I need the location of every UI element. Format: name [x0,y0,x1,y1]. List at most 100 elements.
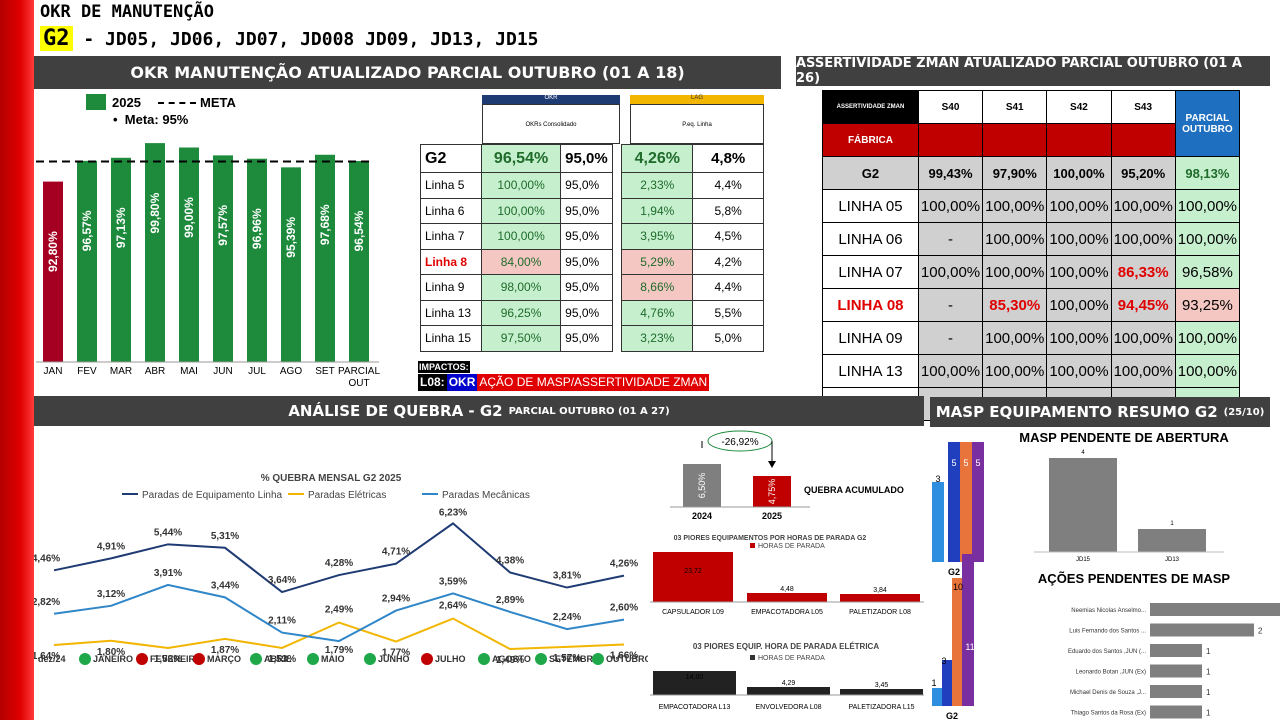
okr-gap [611,274,623,300]
point-label: 5,44% [154,527,182,538]
point-label: 1,66% [610,651,638,662]
okr-gap [611,172,623,198]
zman-col-s41: S41 [982,90,1048,124]
stack2-label: 11 [965,642,974,652]
zman-fabrica: FÁBRICA [822,123,919,157]
okr-cell-okr: 97,50% [480,325,562,352]
page-subtitle: G2 - JD05, JD06, JD07, JD008 JD09, JD13,… [40,26,539,51]
acumulado-bar-label: 6,50% [697,473,707,499]
point-label: 2,94% [382,594,410,605]
okr-bar-label: 96,57% [80,210,94,251]
zman-col-s40: S40 [917,90,984,124]
point-label: 2,64% [439,601,467,612]
legend-label: Paradas Mecânicas [442,490,530,501]
stack1-label: 5 [975,458,980,468]
zman-parcial-cell: 96,58% [1174,255,1241,289]
okr-cell-name: Linha 6 [420,197,482,224]
pendente-title: MASP PENDENTE DE ABERTURA [1019,430,1229,445]
okr-cell-lag: 1,94% [621,197,694,224]
okr-gap [611,198,623,224]
zman-row: LINHA 05 100,00% 100,00% 100,00% 100,00% 100,… [822,189,1241,223]
zman-cell: 100,00% [1110,321,1176,355]
zman-row-label: LINHA 09 [822,321,919,355]
zman-cell: 100,00% [1046,288,1112,322]
okr-bar-label: 96,54% [352,210,366,251]
month-label: AGOSTO [492,654,531,664]
point-label: 4,71% [382,547,410,558]
piores-bar-label: 4,48 [780,586,794,593]
pendente-bar [1049,458,1117,552]
okr-cell-meta: 95,0% [560,144,613,173]
point-label: 4,26% [610,559,638,570]
zman-cell: 100,00% [917,354,984,388]
zman-row: LINHA 07 100,00% 100,00% 100,00% 86,33% 96,58… [822,255,1241,289]
delta-arrow-head [768,461,776,468]
legend-meta-line [158,102,196,104]
okr-cell-name: Linha 15 [420,325,482,352]
okr-cell-meta: 95,0% [560,325,613,352]
okr-bar-label: 97,68% [318,204,332,245]
okr-bar-label: 99,80% [148,192,162,233]
masp-header-small: (25/10) [1223,406,1265,418]
page-title: OKR DE MANUTENÇÃO [40,2,214,22]
point-label: 3,91% [154,568,182,579]
eletrica-bar-label: 3,45 [875,682,889,689]
point-label: 1,57% [553,653,581,664]
month-label: JULHO [435,654,466,664]
stack2-axis-label: G2 [946,711,958,720]
okr-cell-lag: 4,76% [621,299,694,326]
eletrica-legend-swatch [750,655,755,660]
okr-cell-name: Linha 8 [420,248,482,275]
okr-row: Linha 7 100,00% 95,0% 3,95% 4,5% [420,223,764,250]
zman-cell: 100,00% [1110,189,1176,223]
legend-label: Paradas Elétricas [308,490,386,501]
stack1-label: 5 [963,458,968,468]
okr-bar [213,155,233,362]
okr-row: Linha 13 96,25% 95,0% 4,76% 5,5% [420,299,764,326]
eletrica-category: PALETIZADORA L15 [848,704,914,711]
eletrica-bar [653,671,736,695]
pendente-bar [1138,529,1206,552]
acumulado-bar-label: 4,75% [767,479,777,505]
lines-list: - JD05, JD06, JD07, JD008 JD09, JD13, JD… [72,29,539,50]
pendente-category: JD15 [1076,557,1091,563]
acoes-title: AÇÕES PENDENTES DE MASP [1038,571,1230,586]
month-status-dot [478,653,490,665]
zman-cell: 100,00% [1110,222,1176,256]
piores-legend: HORAS DE PARADA [758,543,825,550]
zman-parcial-cell: 100,00% [1174,189,1241,223]
okr-cell-meta: 95,0% [560,248,613,275]
okr-bar [145,143,165,362]
okr-gap [611,300,623,326]
point-label: 1,53% [268,654,296,665]
okr-bar-label: 95,39% [284,217,298,258]
okr-cell-okr: 100,00% [480,172,562,199]
month-label: SETEMBRO [549,654,600,664]
okr-cell-lagmeta: 5,5% [692,299,764,326]
stack2-bar [962,554,974,706]
okr-cell-lag: 4,26% [621,144,694,173]
zman-g2-cell: 99,43% [917,156,984,190]
okr-cell-meta: 95,0% [560,172,613,199]
month-status-dot [250,653,262,665]
okr-x-label: SET [315,366,334,377]
okr-x-label: MAR [110,366,132,377]
month-status-dot [592,653,604,665]
eletrica-title: 03 PIORES EQUIP. HORA DE PARADA ELÉTRICA [693,642,879,651]
okr-x-label: MAI [180,366,198,377]
okr-bar-chart: 92,80% JAN 96,57% FEV 97,13% MAR 99,80% ABR 99,0… [36,143,380,389]
zman-row-label: LINHA 05 [822,189,919,223]
okr-row: Linha 5 100,00% 95,0% 2,33% 4,4% [420,172,764,199]
okr-cell-okr: 84,00% [480,248,562,275]
month-status-dot [193,653,205,665]
acoes-bar [1150,705,1202,719]
okr-cell-okr: 98,00% [480,274,562,301]
eletrica-bar [747,687,830,695]
eletrica-category: EMPACOTADORA L13 [659,704,731,711]
month-status-dot [136,653,148,665]
okr-cell-okr: 96,25% [480,299,562,326]
okr-bar [247,158,267,362]
point-label: 2,82% [34,597,60,608]
okr-cell-lagmeta: 4,4% [692,172,764,199]
